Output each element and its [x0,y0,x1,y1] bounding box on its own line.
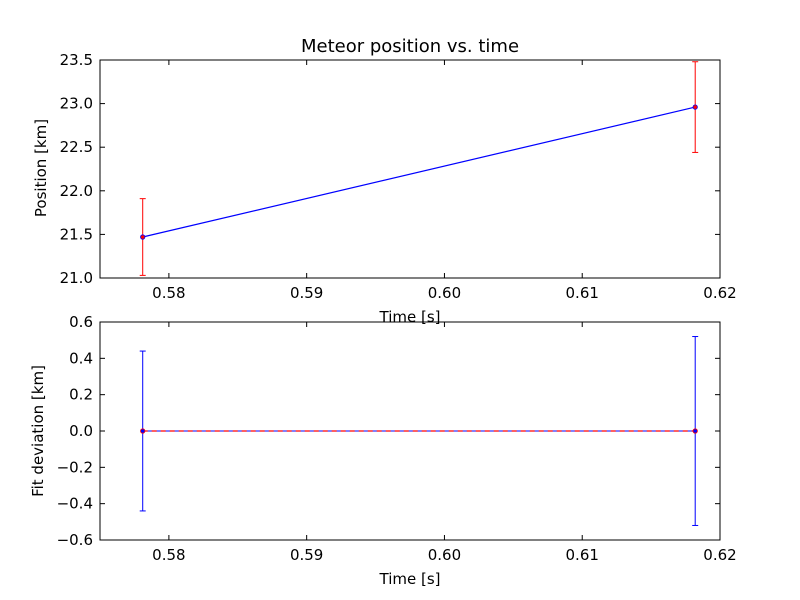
deviation-plot-ytick-label: 0.6 [69,313,93,331]
position-plot-ytick-label: 23.0 [60,95,93,113]
position-plot-series-line [142,106,696,238]
position-plot-frame [99,59,721,279]
position-plot-ytick-label: 21.5 [60,225,93,243]
deviation-plot-ytick-label: 0.2 [69,386,93,404]
position-plot-xtick-label: 0.60 [428,284,461,302]
deviation-plot-xtick-label: 0.62 [703,546,736,564]
position-plot-title: Meteor position vs. time [301,36,519,57]
position-plot-xtick-label: 0.62 [703,284,736,302]
deviation-plot-ytick-label: −0.2 [57,458,93,476]
deviation-plot-data-point [140,428,146,434]
position-plot-ytick-label: 23.5 [60,51,93,69]
position-plot-ytick-label: 21.0 [60,269,93,287]
deviation-plot-ytick-label: −0.6 [57,531,93,549]
deviation-plot-xtick-label: 0.59 [290,546,323,564]
position-plot-xtick-label: 0.59 [290,284,323,302]
deviation-plot-ytick-label: 0.0 [69,422,93,440]
position-plot-xlabel: Time [s] [379,308,441,326]
deviation-plot-xtick-label: 0.61 [566,546,599,564]
position-plot-data-point [140,234,146,240]
position-plot-xtick-label: 0.61 [566,284,599,302]
deviation-plot-ytick-label: 0.4 [69,349,93,367]
position-plot-ytick-label: 22.0 [60,182,93,200]
position-plot-xtick-label: 0.58 [152,284,185,302]
deviation-plot: Time [s] Fit deviation [km] 0.58 0.59 0.60… [29,313,737,588]
position-plot-data-point [692,104,698,110]
position-plot-ytick-label: 22.5 [60,138,93,156]
deviation-plot-data-point [692,428,698,434]
position-plot-ylabel: Position [km] [32,119,50,217]
deviation-plot-xtick-label: 0.58 [152,546,185,564]
deviation-plot-ylabel: Fit deviation [km] [29,365,47,497]
deviation-plot-xtick-label: 0.60 [428,546,461,564]
position-plot: Meteor position vs. time Time [s] Positi… [32,36,737,326]
deviation-plot-xlabel: Time [s] [379,570,441,588]
deviation-plot-ytick-label: −0.4 [57,495,93,513]
